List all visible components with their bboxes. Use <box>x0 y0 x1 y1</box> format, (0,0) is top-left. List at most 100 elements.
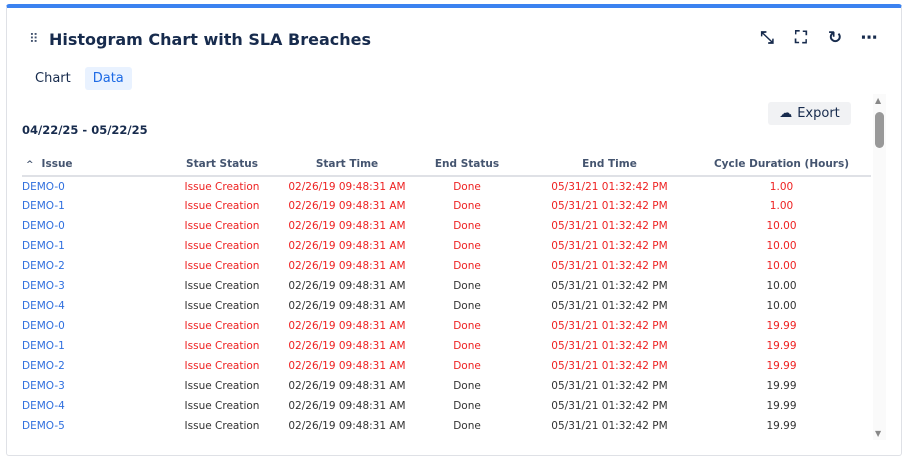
cycle-duration: 19.99 <box>766 380 797 392</box>
start-status: Issue Creation <box>184 280 260 292</box>
start-time: 02/26/19 09:48:31 AM <box>288 220 406 232</box>
start-time: 02/26/19 09:48:31 AM <box>288 320 406 332</box>
cycle-duration: 19.99 <box>766 360 797 372</box>
end-time: 05/31/21 01:32:42 PM <box>551 320 668 332</box>
start-status: Issue Creation <box>184 300 260 312</box>
column-header-end-status[interactable]: End Status <box>407 152 527 177</box>
start-status: Issue Creation <box>184 360 260 372</box>
start-time: 02/26/19 09:48:31 AM <box>288 340 406 352</box>
tab-data[interactable]: Data <box>84 67 132 90</box>
end-time: 05/31/21 01:32:42 PM <box>551 220 668 232</box>
start-time: 02/26/19 09:48:31 AM <box>288 420 406 432</box>
start-time: 02/26/19 09:48:31 AM <box>288 240 406 252</box>
tab-chart[interactable]: Chart <box>35 71 71 86</box>
table-row: DEMO-0 Issue Creation 02/26/19 09:48:31 AM… <box>22 316 871 336</box>
scrollbar-thumb[interactable] <box>875 112 884 148</box>
drag-handle-icon[interactable]: ⠿ <box>29 32 38 47</box>
more-icon[interactable]: ⋯ <box>860 28 878 48</box>
column-header-cycle-duration[interactable]: Cycle Duration (Hours) <box>692 152 871 177</box>
issue-link[interactable]: DEMO-3 <box>22 380 65 392</box>
end-status: Done <box>453 400 481 412</box>
issue-link[interactable]: DEMO-0 <box>22 320 65 332</box>
end-status: Done <box>453 240 481 252</box>
issue-link[interactable]: DEMO-1 <box>22 340 65 352</box>
end-status: Done <box>453 360 481 372</box>
end-status: Done <box>453 420 481 432</box>
cycle-duration: 1.00 <box>769 200 794 212</box>
cycle-duration: 10.00 <box>766 300 797 312</box>
issue-link[interactable]: DEMO-2 <box>22 360 65 372</box>
start-status: Issue Creation <box>184 260 260 272</box>
end-status: Done <box>453 300 481 312</box>
start-time: 02/26/19 09:48:31 AM <box>288 360 406 372</box>
issue-link[interactable]: DEMO-4 <box>22 400 65 412</box>
gadget-title: Histogram Chart with SLA Breaches <box>49 30 371 49</box>
header-actions: ⤡ ⛶ ↻ ⋯ <box>757 28 879 48</box>
end-time: 05/31/21 01:32:42 PM <box>551 360 668 372</box>
column-header-start-status[interactable]: Start Status <box>157 152 287 177</box>
data-table: ^ Issue Start Status Start Time End Statu… <box>22 152 871 436</box>
end-status: Done <box>453 260 481 272</box>
issue-link[interactable]: DEMO-4 <box>22 300 65 312</box>
end-status: Done <box>453 380 481 392</box>
start-time: 02/26/19 09:48:31 AM <box>288 200 406 212</box>
end-status: Done <box>453 280 481 292</box>
end-time: 05/31/21 01:32:42 PM <box>551 260 668 272</box>
minimize-icon[interactable]: ⤡ <box>760 28 774 48</box>
table-row: DEMO-3 Issue Creation 02/26/19 09:48:31 AM… <box>22 376 871 396</box>
export-button[interactable]: ☁ Export <box>768 102 851 125</box>
end-time: 05/31/21 01:32:42 PM <box>551 200 668 212</box>
cycle-duration: 19.99 <box>766 320 797 332</box>
end-time: 05/31/21 01:32:42 PM <box>551 180 668 193</box>
column-header-start-time[interactable]: Start Time <box>287 152 407 177</box>
table-row: DEMO-0 Issue Creation 02/26/19 09:48:31 AM… <box>22 216 871 236</box>
table-row: DEMO-2 Issue Creation 02/26/19 09:48:31 AM… <box>22 256 871 276</box>
column-header-issue[interactable]: ^ Issue <box>22 152 157 177</box>
issue-link[interactable]: DEMO-2 <box>22 260 65 272</box>
cycle-duration: 10.00 <box>766 260 797 272</box>
table-row: DEMO-1 Issue Creation 02/26/19 09:48:31 AM… <box>22 236 871 256</box>
end-time: 05/31/21 01:32:42 PM <box>551 300 668 312</box>
end-time: 05/31/21 01:32:42 PM <box>551 340 668 352</box>
end-status: Done <box>453 180 481 193</box>
issue-link[interactable]: DEMO-0 <box>22 220 65 232</box>
scroll-up-icon[interactable]: ▲ <box>875 96 882 105</box>
start-status: Issue Creation <box>184 180 260 193</box>
export-label: Export <box>797 106 840 121</box>
end-time: 05/31/21 01:32:42 PM <box>551 380 668 392</box>
cycle-duration: 19.99 <box>766 420 797 432</box>
column-header-end-time[interactable]: End Time <box>527 152 692 177</box>
issue-link[interactable]: DEMO-5 <box>22 420 65 432</box>
issue-link[interactable]: DEMO-1 <box>22 200 65 212</box>
end-time: 05/31/21 01:32:42 PM <box>551 420 668 432</box>
view-tabs: Chart Data <box>27 67 132 90</box>
start-status: Issue Creation <box>184 320 260 332</box>
table-row: DEMO-4 Issue Creation 02/26/19 09:48:31 AM… <box>22 396 871 416</box>
cycle-duration: 1.00 <box>769 180 794 193</box>
scroll-down-icon[interactable]: ▼ <box>875 429 882 438</box>
vertical-scrollbar[interactable]: ▲ ▼ <box>873 94 886 440</box>
column-label: Issue <box>41 157 73 170</box>
table-row: DEMO-1 Issue Creation 02/26/19 09:48:31 AM… <box>22 336 871 356</box>
table-row: DEMO-1 Issue Creation 02/26/19 09:48:31 AM… <box>22 196 871 216</box>
start-status: Issue Creation <box>184 340 260 352</box>
cycle-duration: 19.99 <box>766 400 797 412</box>
table-header-row: ^ Issue Start Status Start Time End Statu… <box>22 152 871 177</box>
cloud-download-icon: ☁ <box>779 106 793 121</box>
start-status: Issue Creation <box>184 420 260 432</box>
start-time: 02/26/19 09:48:31 AM <box>288 300 406 312</box>
end-time: 05/31/21 01:32:42 PM <box>551 240 668 252</box>
start-time: 02/26/19 09:48:31 AM <box>288 260 406 272</box>
issue-link[interactable]: DEMO-0 <box>22 180 65 193</box>
issue-link[interactable]: DEMO-3 <box>22 280 65 292</box>
date-range: 04/22/25 - 05/22/25 <box>22 123 148 137</box>
table-row: DEMO-3 Issue Creation 02/26/19 09:48:31 AM… <box>22 276 871 296</box>
fullscreen-icon[interactable]: ⛶ <box>795 28 807 48</box>
sort-asc-icon: ^ <box>26 159 34 170</box>
end-time: 05/31/21 01:32:42 PM <box>551 280 668 292</box>
table-row: DEMO-5 Issue Creation 02/26/19 09:48:31 AM… <box>22 416 871 436</box>
start-status: Issue Creation <box>184 380 260 392</box>
end-status: Done <box>453 320 481 332</box>
issue-link[interactable]: DEMO-1 <box>22 240 65 252</box>
refresh-icon[interactable]: ↻ <box>827 28 843 48</box>
